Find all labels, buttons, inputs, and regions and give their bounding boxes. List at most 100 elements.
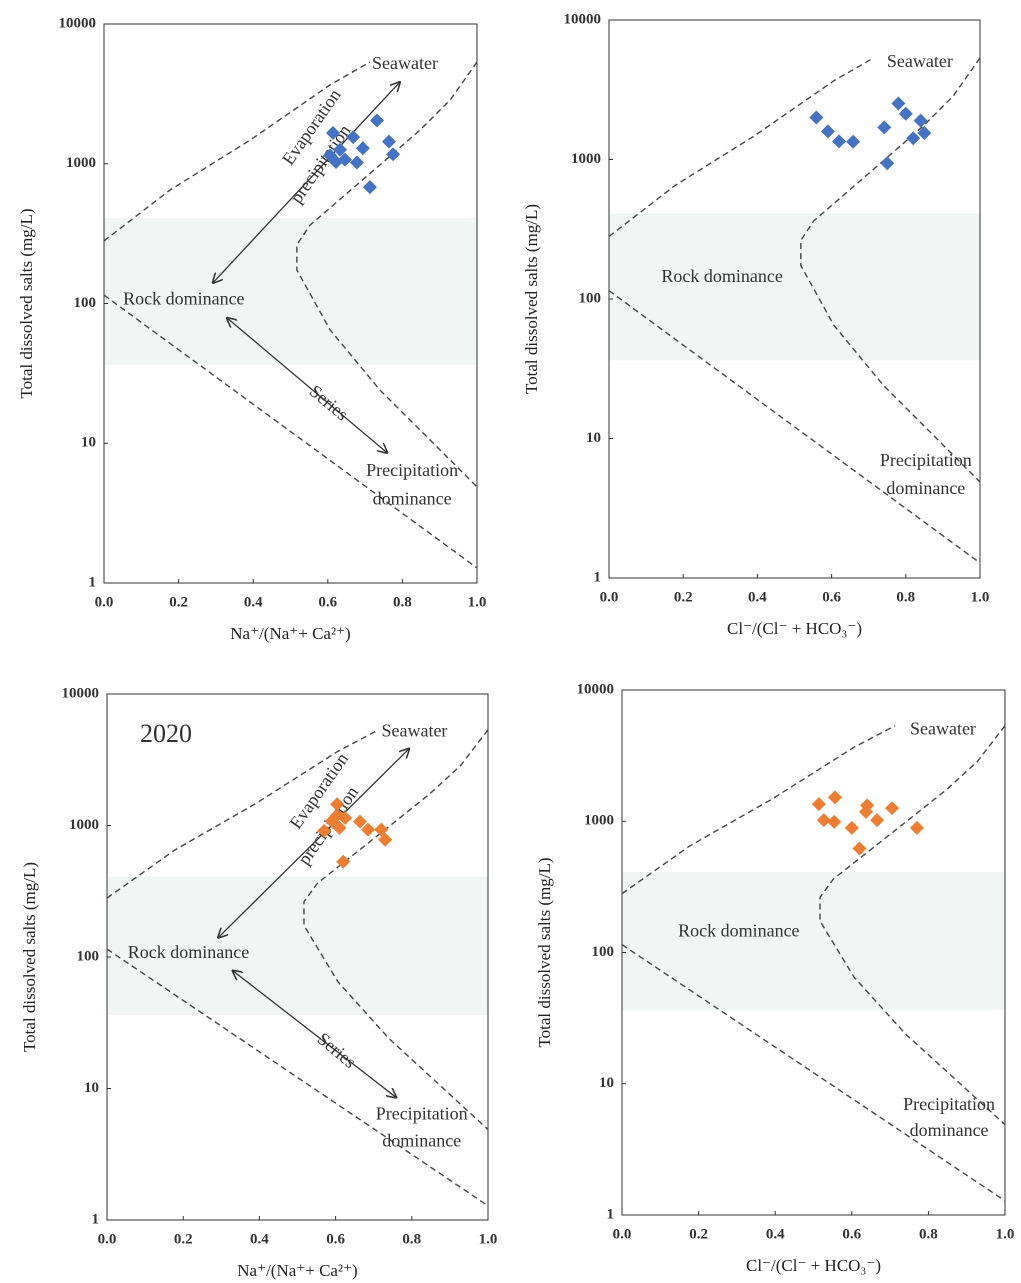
rock-dominance-band [609,213,980,361]
y-tick-label: 10 [84,1080,99,1096]
rock-dominance-band [622,872,1005,1011]
y-tick-label: 10000 [577,681,615,697]
data-point [360,822,375,837]
boundary-curve [800,57,981,483]
data-point [852,841,867,856]
annotation: Seawater [381,721,447,741]
data-point [326,125,341,140]
annotation: Rock dominance [128,942,249,962]
data-point [346,130,361,145]
x-tick-label: 0.6 [842,1226,861,1242]
y-tick-label: 10 [586,430,601,446]
data-point [858,804,873,819]
x-tick-label: 0.4 [244,594,263,610]
y-tick-label: 1 [92,1211,100,1227]
y-tick-label: 1000 [571,151,601,167]
y-tick-label: 1 [607,1206,615,1222]
y-tick-label: 1000 [584,813,614,829]
y-tick-label: 10000 [62,685,100,701]
data-point [832,134,847,149]
data-point [336,854,351,869]
data-point [333,142,348,157]
x-tick-label: 0.6 [318,594,337,610]
boundary-curve [819,725,1006,1126]
data-point [885,801,900,816]
data-point [809,110,824,125]
data-point [820,124,835,139]
annotation: 2020 [140,719,192,748]
data-point [909,820,924,835]
x-axis-label: Cl⁻/(Cl⁻ + HCO₃⁻) [746,1256,881,1275]
data-point [877,120,892,135]
data-point [913,113,928,128]
annotation: Series [314,1028,361,1072]
y-tick-label: 100 [74,295,97,311]
data-point [349,155,364,170]
data-point [381,134,396,149]
data-point [370,113,385,128]
x-axis-label: Cl⁻/(Cl⁻ + HCO₃⁻) [727,619,862,638]
annotation: Precipitation [903,1094,995,1114]
evaporation-arrow [218,749,409,938]
x-tick-label: 0.2 [174,1231,193,1247]
x-tick-label: 0.4 [250,1231,269,1247]
annotation: Rock dominance [123,288,244,308]
annotation: Rock dominance [678,921,799,941]
x-tick-label: 1.0 [468,594,487,610]
data-point [816,813,831,828]
x-tick-label: 0.0 [600,589,619,605]
annotation: dominance [910,1120,989,1140]
data-point [827,814,842,829]
series-arrow [233,971,396,1098]
x-tick-label: 1.0 [996,1226,1015,1242]
y-axis-label: Total dissolved salts (mg/L) [522,204,541,394]
boundary-curve [106,948,489,1207]
annotation: Seawater [910,719,976,739]
x-tick-label: 1.0 [971,589,990,605]
x-axis-label: Na⁺/(Na⁺+ Ca²⁺) [230,624,350,643]
data-point [324,814,339,829]
x-tick-label: 0.0 [98,1231,117,1247]
x-tick-label: 1.0 [479,1231,498,1247]
boundary-curve [621,725,896,895]
y-tick-label: 100 [592,944,615,960]
data-point [906,131,921,146]
x-tick-label: 0.4 [748,589,767,605]
annotation: Precipitation [376,1103,468,1123]
y-tick-label: 10000 [59,15,97,31]
annotation: dominance [382,1130,461,1150]
x-tick-label: 0.8 [402,1231,421,1247]
data-point [811,797,826,812]
x-tick-label: 0.8 [919,1226,938,1242]
x-tick-label: 0.6 [326,1231,345,1247]
data-point [898,106,913,121]
annotation: Rock dominance [661,266,782,286]
y-tick-label: 100 [77,948,100,964]
boundary-curve [608,57,874,238]
x-tick-label: 0.2 [169,594,188,610]
annotation: dominance [373,488,452,508]
data-point [378,832,393,847]
y-tick-label: 1 [594,569,602,585]
data-point [891,96,906,111]
y-tick-label: 10 [81,435,96,451]
data-point [846,134,861,149]
data-point [362,180,377,195]
boundary-curve [621,944,1006,1202]
data-point [917,125,932,140]
evaporation-arrow [213,82,400,283]
data-point [827,790,842,805]
series-arrow [227,318,387,453]
data-point [352,814,367,829]
data-point [880,156,895,171]
x-tick-label: 0.2 [674,589,693,605]
x-tick-label: 0.8 [896,589,915,605]
data-point [338,811,353,826]
x-tick-label: 0.0 [95,594,114,610]
annotation: Seawater [887,51,953,71]
x-tick-label: 0.0 [613,1226,632,1242]
data-point [355,141,370,156]
x-tick-label: 0.2 [689,1226,708,1242]
y-tick-label: 1000 [66,155,96,171]
